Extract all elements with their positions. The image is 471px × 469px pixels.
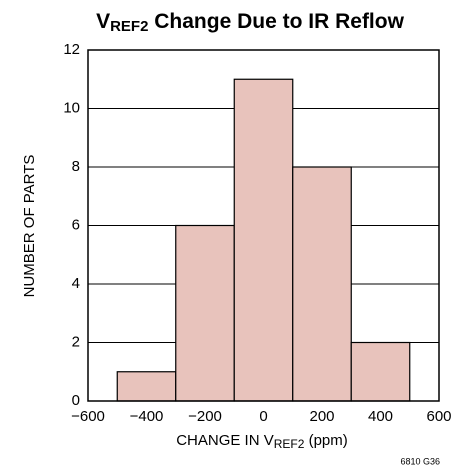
bar <box>292 166 352 402</box>
x-tick-label: 200 <box>309 408 334 425</box>
figure-note: 6810 G36 <box>400 456 440 466</box>
y-tick-label: 4 <box>72 275 80 292</box>
title-subscript: REF2 <box>110 18 148 35</box>
y-tick-label: 6 <box>72 216 80 233</box>
bar <box>116 371 177 402</box>
y-tick-label: 2 <box>72 333 80 350</box>
bar <box>175 224 235 402</box>
y-tick-label: 10 <box>63 99 80 116</box>
y-tick-label: 0 <box>72 392 80 409</box>
x-tick-label: 0 <box>259 408 267 425</box>
x-tick-label: −400 <box>130 408 164 425</box>
xlabel-subscript: REF2 <box>274 437 305 451</box>
title-part: Change Due to IR Reflow <box>148 10 404 33</box>
x-tick-label: −600 <box>71 408 105 425</box>
x-tick-label: 600 <box>426 408 451 425</box>
chart-title: VREF2 Change Due to IR Reflow <box>96 10 405 35</box>
y-tick-label: 8 <box>72 158 80 175</box>
bar <box>350 341 411 402</box>
xlabel-part: (ppm) <box>304 432 347 449</box>
plot-frame <box>87 49 440 402</box>
y-axis-label: NUMBER OF PARTS <box>21 155 38 298</box>
x-tick-label: 400 <box>368 408 393 425</box>
bar <box>233 78 294 402</box>
x-tick-label: −200 <box>188 408 222 425</box>
title-part: V <box>96 10 110 33</box>
x-axis-label: CHANGE IN VREF2 (ppm) <box>176 432 348 451</box>
xlabel-part: CHANGE IN V <box>176 432 274 449</box>
y-tick-label: 12 <box>63 41 80 58</box>
